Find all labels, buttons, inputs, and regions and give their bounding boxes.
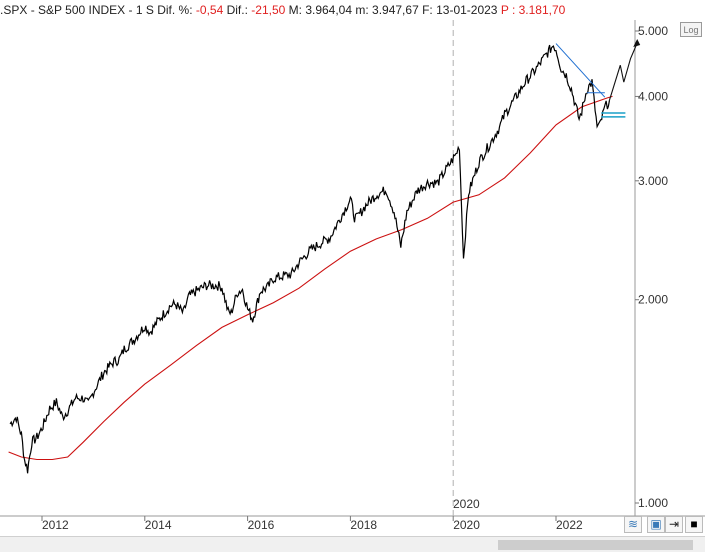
x-tick-label: 2022 bbox=[556, 518, 583, 532]
y-axis: 5.000 4.000 3.000 2.000 1.000 bbox=[635, 24, 668, 510]
dif-pct-label: Dif. %: bbox=[153, 3, 196, 17]
min-value: 3.947,67 bbox=[372, 3, 419, 17]
x-tick-label: 2018 bbox=[350, 518, 377, 532]
horizontal-scrollbar[interactable] bbox=[0, 536, 705, 552]
interval: 1 S bbox=[135, 3, 154, 17]
separator: - bbox=[125, 3, 136, 17]
max-value: 3.964,04 bbox=[305, 3, 353, 17]
price-line bbox=[9, 44, 611, 474]
moving-average-series bbox=[8, 95, 613, 461]
y-tick-label: 1.000 bbox=[638, 496, 668, 510]
annotations bbox=[555, 38, 641, 118]
dif-value: -21,50 bbox=[251, 3, 286, 17]
y-tick-label: 5.000 bbox=[638, 24, 668, 38]
projection-line bbox=[608, 42, 638, 101]
separator: - bbox=[27, 3, 39, 17]
symbol: .SPX bbox=[0, 3, 28, 17]
x-tick-label: 2014 bbox=[145, 518, 172, 532]
chart-header: .SPX - S&P 500 INDEX - 1 S Dif. %: -0,54… bbox=[0, 0, 705, 20]
cursor-date-label: 2020 bbox=[453, 497, 480, 511]
price-series bbox=[9, 44, 611, 474]
dif-label: Dif.: bbox=[223, 3, 252, 17]
y-tick-label: 3.000 bbox=[638, 174, 668, 188]
projection-arrow-head bbox=[633, 38, 641, 47]
index-name: S&P 500 INDEX bbox=[38, 3, 126, 17]
save-icon[interactable]: ▣ bbox=[647, 516, 665, 533]
date-label: F: bbox=[418, 3, 437, 17]
y-tick-label: 2.000 bbox=[638, 293, 668, 307]
trendline bbox=[555, 43, 606, 98]
x-tick-label: 2020 bbox=[453, 518, 480, 532]
y-tick-label: 4.000 bbox=[638, 89, 668, 103]
x-axis: 2012 2014 2016 2018 2020 2022 bbox=[41, 516, 583, 532]
date-value: 13-01-2023 bbox=[436, 3, 498, 17]
log-scale-button[interactable]: Log bbox=[680, 22, 702, 37]
price-label: P : bbox=[497, 3, 519, 17]
black-square-icon[interactable]: ■ bbox=[685, 516, 703, 533]
dif-pct-value: -0,54 bbox=[195, 3, 224, 17]
x-tick-label: 2016 bbox=[248, 518, 275, 532]
wave-icon[interactable]: ≋ bbox=[624, 516, 642, 533]
max-label: M: bbox=[285, 3, 306, 17]
min-label: m: bbox=[352, 3, 373, 17]
x-tick-label: 2012 bbox=[42, 518, 69, 532]
crosshair-icon[interactable]: ⇥ bbox=[665, 516, 683, 533]
price-value: 3.181,70 bbox=[518, 3, 566, 17]
scrollbar-thumb[interactable] bbox=[498, 540, 693, 550]
moving-average-line bbox=[8, 95, 613, 461]
